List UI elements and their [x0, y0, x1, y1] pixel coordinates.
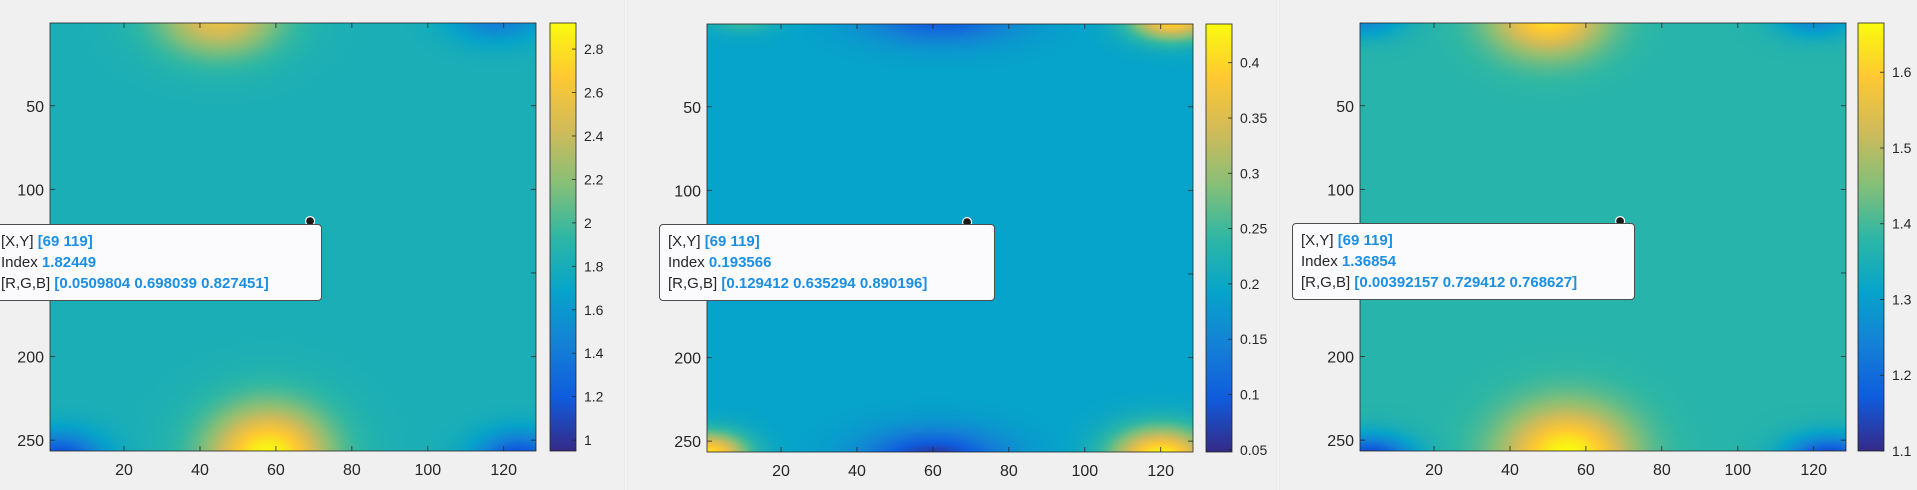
datatip-key: Index	[668, 254, 705, 271]
y-tick-label: 100	[674, 183, 701, 200]
datatip-index-row: Index 1.82449	[1, 252, 313, 273]
y-tick-label: 200	[1327, 350, 1354, 367]
colorbar-tick-label: 0.4	[1240, 55, 1260, 71]
y-tick-label: 200	[674, 351, 701, 368]
datatip-key: [R,G,B]	[668, 275, 718, 292]
colorbar[interactable]	[549, 22, 577, 452]
colorbar-tick-label: 1.6	[584, 302, 604, 318]
colorbar-tick-label: 0.1	[1240, 386, 1260, 402]
datatip-index-row: Index 0.193566	[668, 252, 986, 273]
colorbar[interactable]	[1205, 23, 1233, 453]
y-tick-label: 250	[674, 434, 701, 451]
x-tick-label: 120	[1800, 462, 1827, 479]
datatip-value: 0.193566	[708, 254, 772, 271]
colorbar-tick-label: 2.2	[584, 171, 604, 187]
colorbar-tick-label: 2	[584, 215, 592, 231]
datatip-value: [0.129412 0.635294 0.890196]	[721, 275, 928, 292]
datatip-key: [R,G,B]	[1301, 274, 1351, 291]
x-tick-label: 100	[414, 462, 441, 479]
datatip-xy-row: [X,Y] [69 119]	[1, 231, 313, 252]
y-tick-label: 50	[26, 99, 44, 116]
panel-separator	[624, 0, 628, 490]
datatip-key: Index	[1, 254, 38, 271]
colorbar-tick-label: 1.2	[1892, 367, 1912, 383]
colorbar-tick-label: 0.05	[1240, 442, 1267, 458]
datatip-value: 1.82449	[41, 254, 97, 271]
datatip-value: [0.00392157 0.729412 0.768627]	[1354, 274, 1578, 291]
colorbar-tick-label: 0.35	[1240, 110, 1267, 126]
datatip-xy-row: [X,Y] [69 119]	[668, 231, 986, 252]
colorbar-tick-label: 1.2	[584, 389, 604, 405]
datatip-xy-row: [X,Y] [69 119]	[1301, 230, 1626, 251]
figure-panel-1: 20 40 60 80 100 120 50 100 200 250 1 1.2 1.4 1.6 1.8 2 2…	[0, 0, 624, 490]
colorbar-tick-label: 1.3	[1892, 291, 1912, 307]
x-tick-label: 120	[490, 462, 517, 479]
panel-separator	[1276, 0, 1280, 490]
datatip-rgb-row: [R,G,B] [0.00392157 0.729412 0.768627]	[1301, 272, 1626, 293]
datatip-key: [R,G,B]	[1, 275, 51, 292]
datatip-rgb-row: [R,G,B] [0.129412 0.635294 0.890196]	[668, 273, 986, 294]
figure-panel-3: 20 40 60 80 100 120 50 100 200 250 1.1 1.2 1.3 1.4 1.5…	[1280, 0, 1917, 490]
colorbar[interactable]	[1857, 22, 1885, 452]
datatip-box[interactable]: [X,Y] [69 119] Index 1.82449 [R,G,B] [0.05…	[0, 224, 322, 301]
datatip-box[interactable]: [X,Y] [69 119] Index 0.193566 [R,G,B] [0.1…	[659, 224, 995, 301]
datatip-key: [X,Y]	[1301, 232, 1334, 249]
colorbar-tick-label: 0.3	[1240, 165, 1260, 181]
figure-panel-2: 20 40 60 80 100 120 50 100 200 250 0.05 0.1 0.15 0.2 0…	[628, 0, 1276, 490]
colorbar-tick-label: 1.1	[1892, 443, 1912, 459]
datatip-key: [X,Y]	[668, 233, 701, 250]
colorbar-tick-label: 1.5	[1892, 140, 1912, 156]
datatip-index-row: Index 1.36854	[1301, 251, 1626, 272]
y-tick-label: 250	[17, 433, 44, 450]
x-tick-label: 80	[1000, 463, 1018, 480]
colorbar-tick-label: 0.15	[1240, 331, 1267, 347]
y-tick-label: 50	[1336, 99, 1354, 116]
datatip-value: [0.0509804 0.698039 0.827451]	[54, 275, 269, 292]
x-tick-label: 40	[191, 462, 209, 479]
datatip-value: [69 119]	[1337, 232, 1393, 249]
colorbar-tick-label: 1.6	[1892, 64, 1912, 80]
x-tick-label: 20	[1425, 462, 1443, 479]
x-tick-label: 60	[924, 463, 942, 480]
x-tick-label: 120	[1147, 463, 1174, 480]
x-tick-label: 60	[267, 462, 285, 479]
colorbar-tick-label: 1	[584, 432, 592, 448]
datatip-value: [69 119]	[704, 233, 760, 250]
x-tick-label: 80	[343, 462, 361, 479]
colorbar-tick-label: 0.25	[1240, 221, 1267, 237]
y-tick-label: 50	[683, 100, 701, 117]
colorbar-tick-label: 1.4	[584, 345, 604, 361]
x-tick-label: 20	[772, 463, 790, 480]
datatip-value: [69 119]	[37, 233, 93, 250]
colorbar-tick-label: 2.6	[584, 85, 604, 101]
y-tick-label: 200	[17, 350, 44, 367]
datatip-key: [X,Y]	[1, 233, 34, 250]
datatip-key: Index	[1301, 253, 1338, 270]
colorbar-tick-label: 0.2	[1240, 276, 1260, 292]
y-tick-label: 100	[17, 182, 44, 199]
colorbar-tick-label: 2.4	[584, 128, 604, 144]
colorbar-tick-label: 1.4	[1892, 216, 1912, 232]
datatip-box[interactable]: [X,Y] [69 119] Index 1.36854 [R,G,B] [0.00…	[1292, 223, 1635, 300]
x-tick-label: 40	[848, 463, 866, 480]
colorbar-tick-label: 2.8	[584, 41, 604, 57]
x-tick-label: 20	[115, 462, 133, 479]
x-tick-label: 100	[1071, 463, 1098, 480]
x-tick-label: 60	[1577, 462, 1595, 479]
datatip-value: 1.36854	[1341, 253, 1397, 270]
datatip-rgb-row: [R,G,B] [0.0509804 0.698039 0.827451]	[1, 273, 313, 294]
colorbar-tick-label: 1.8	[584, 258, 604, 274]
y-tick-label: 100	[1327, 182, 1354, 199]
x-tick-label: 100	[1724, 462, 1751, 479]
x-tick-label: 40	[1501, 462, 1519, 479]
y-tick-label: 250	[1327, 433, 1354, 450]
x-tick-label: 80	[1653, 462, 1671, 479]
